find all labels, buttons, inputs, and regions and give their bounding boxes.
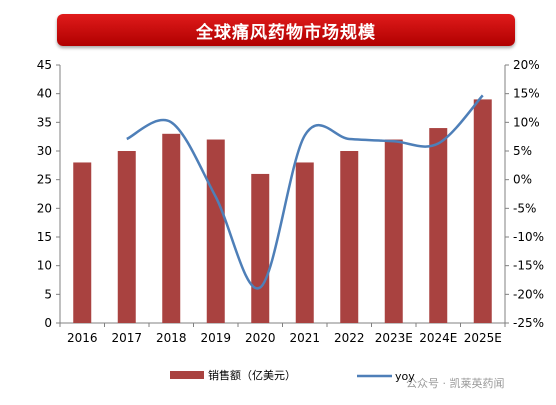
watermark-text: 公众号 · 凯莱英药闻 (406, 376, 505, 390)
bar (473, 99, 492, 324)
x-tick-label: 2020 (245, 331, 276, 345)
chart-title-banner: 全球痛风药物市场规模 (57, 14, 515, 46)
x-tick-label: 2022 (334, 331, 365, 345)
x-tick-label: 2024E (419, 331, 457, 345)
y-left-tick-label: 35 (37, 115, 52, 129)
y-left-tick-label: 5 (44, 287, 52, 301)
y-right-tick-label: 10% (513, 115, 540, 129)
y-right-tick-labels: -25% -20% -15% -10% -5% 0% 5% 10% 15% 20% (513, 58, 544, 330)
y-left-tick-label: 40 (37, 87, 52, 101)
y-left-tick-label: 20 (37, 201, 52, 215)
legend-label-bar: 销售额（亿美元） (208, 368, 296, 382)
bar-series (73, 99, 492, 324)
x-tick-label: 2025E (464, 331, 502, 345)
x-tick-label: 2016 (67, 331, 98, 345)
bar (206, 139, 225, 323)
y-left-tick-label: 15 (37, 230, 52, 244)
y-right-tick-label: 0% (513, 173, 532, 187)
bar (384, 139, 403, 323)
bar (117, 151, 136, 323)
yoy-line (126, 94, 484, 290)
y-right-tick-label: 5% (513, 144, 532, 158)
y-left-tick-label: 45 (37, 58, 52, 72)
bar (295, 162, 314, 323)
y-left-tick-labels: 0 5 10 15 20 25 30 35 40 45 (37, 58, 52, 330)
y-right-tick-label: -20% (513, 287, 544, 301)
bar (429, 128, 448, 323)
x-tick-label: 2023E (375, 331, 413, 345)
x-tick-label: 2018 (156, 331, 187, 345)
legend-label-line: yoy (395, 370, 415, 383)
legend-swatch-bar (170, 371, 204, 379)
y-left-tick-label: 25 (37, 173, 52, 187)
line-series (126, 94, 484, 290)
y-right-tick-label: -10% (513, 230, 544, 244)
bar (73, 162, 92, 323)
x-tick-labels: 2016 2017 2018 2019 2020 2021 2022 2023E 2024E 20… (67, 331, 502, 345)
y-right-tick-label: -15% (513, 259, 544, 273)
y-right-tick-label: 15% (513, 87, 540, 101)
x-tick-label: 2017 (111, 331, 142, 345)
y-right-tick-label: -25% (513, 316, 544, 330)
bar (251, 173, 270, 323)
bar (162, 133, 181, 323)
x-tick-label: 2019 (200, 331, 231, 345)
y-left-tick-label: 0 (44, 316, 52, 330)
y-left-tick-label: 10 (37, 259, 52, 273)
y-left-tick-label: 30 (37, 144, 52, 158)
x-tick-label: 2021 (289, 331, 320, 345)
y-right-tick-label: 20% (513, 58, 540, 72)
bar (340, 151, 359, 323)
y-right-tick-label: -5% (513, 201, 536, 215)
